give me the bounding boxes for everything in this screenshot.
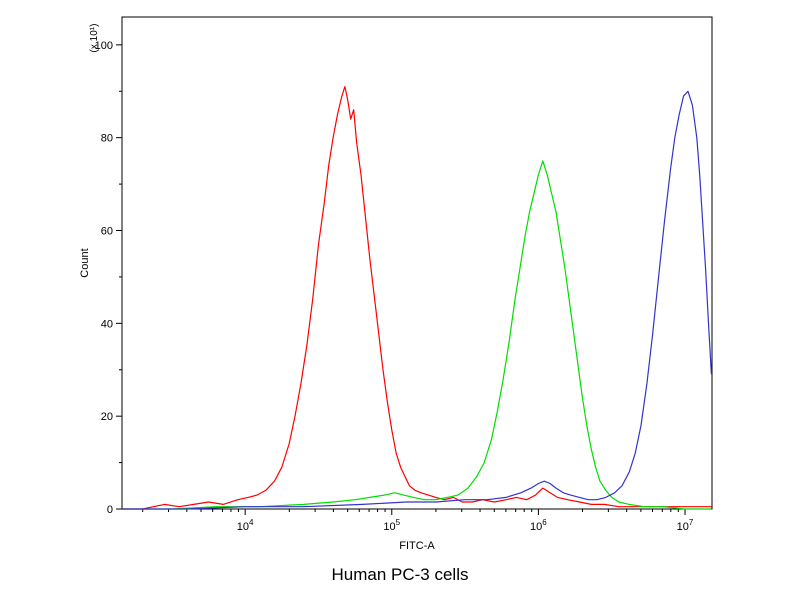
y-tick-label: 100 <box>95 40 113 52</box>
series-green-curve <box>122 160 712 510</box>
series-blue-curve <box>122 90 712 510</box>
series-red-curve <box>122 85 712 510</box>
y-tick-label: 20 <box>101 411 113 423</box>
x-tick-label: 106 <box>530 518 547 533</box>
chart-title: Human PC-3 cells <box>331 565 469 584</box>
y-axis-label: Count <box>79 248 91 277</box>
x-tick-label: 105 <box>383 518 400 533</box>
x-axis-label: FITC-A <box>399 540 435 552</box>
histogram-chart: 0 20 40 60 80 100 104 105 106 107 FITC-A Count (x 10… <box>79 16 713 552</box>
x-tick-label: 107 <box>677 518 694 533</box>
y-tick-label: 0 <box>107 504 113 516</box>
y-tick-label: 80 <box>101 133 113 145</box>
y-axis-multiplier-label: (x 10¹) <box>89 24 100 53</box>
plot-frame <box>121 16 713 510</box>
y-tick-label: 40 <box>101 318 113 330</box>
x-tick-label: 104 <box>237 518 254 533</box>
y-tick-label: 60 <box>101 226 113 238</box>
